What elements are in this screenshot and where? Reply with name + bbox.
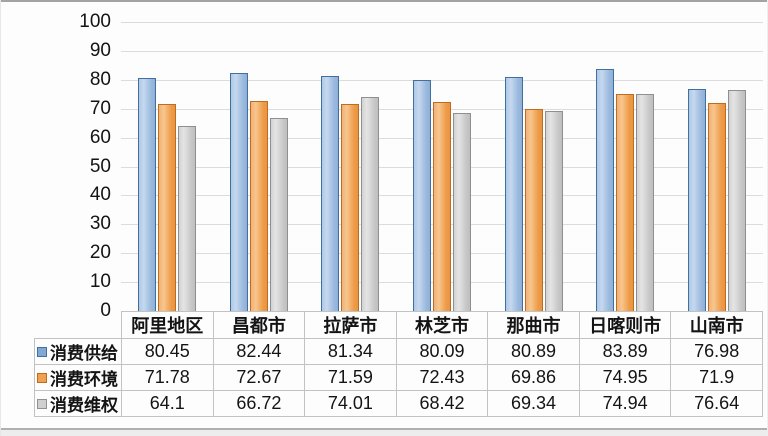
legend-label: 消费供给 (50, 344, 118, 363)
legend-swatch-icon (37, 372, 47, 383)
y-axis-tick-label: 40 (89, 184, 111, 206)
gridline (121, 79, 763, 81)
bar-series2-cat0 (177, 126, 196, 311)
bar-group (396, 22, 488, 311)
bar-group (488, 22, 580, 311)
table-header-cell: 日喀则市 (578, 311, 672, 339)
value-cell: 64.1 (121, 390, 214, 417)
y-axis-tick-label: 100 (79, 11, 111, 32)
y-axis-tick-label: 90 (89, 39, 111, 61)
bar-series0-cat0 (137, 78, 156, 311)
value-cell: 76.98 (670, 338, 763, 365)
y-axis-tick-label: 60 (89, 126, 111, 148)
table-row: 消费维权 64.1 66.72 74.01 68.42 69.34 74.94 76.64 (34, 390, 763, 417)
y-axis-tick-label: 10 (89, 271, 111, 293)
legend-swatch-icon (37, 346, 47, 357)
table-header-cell: 拉萨市 (304, 311, 397, 339)
bar-series1-cat0 (157, 104, 176, 311)
value-cell: 80.09 (395, 338, 489, 365)
table-header-cell: 那曲市 (487, 311, 580, 339)
table-row: 消费供给 80.45 82.44 81.34 80.09 80.89 83.89 76.98 (34, 338, 763, 365)
value-cell: 72.43 (395, 364, 489, 391)
y-axis-tick-label: 80 (89, 68, 111, 90)
legend-cell: 消费环境 (34, 364, 122, 391)
value-cell: 76.64 (670, 390, 763, 417)
value-cell: 83.89 (578, 338, 672, 365)
legend-cell: 消费维权 (34, 390, 122, 417)
y-axis-tick-label: 0 (100, 300, 111, 321)
gridline (121, 22, 763, 23)
value-cell: 82.44 (212, 338, 306, 365)
value-cell: 72.67 (212, 364, 306, 391)
legend-label: 消费维权 (50, 396, 118, 415)
data-table: 阿里地区 昌都市 拉萨市 林芝市 那曲市 日喀则市 山南市 消费供给 80.45 82.44 81… (34, 311, 763, 417)
bar-series2-cat4 (544, 111, 563, 311)
bar-series2-cat1 (269, 118, 288, 311)
y-axis-tick-label: 70 (89, 97, 111, 119)
bar-series1-cat2 (341, 104, 360, 311)
table-corner-cell (35, 312, 122, 339)
y-axis-tick-label: 50 (89, 155, 111, 177)
bar-series0-cat3 (413, 80, 432, 311)
bar-series1-cat3 (433, 102, 452, 311)
bar-series0-cat2 (321, 76, 340, 311)
bar-series2-cat3 (453, 113, 472, 311)
table-header-cell: 阿里地区 (121, 311, 214, 339)
value-cell: 69.34 (487, 390, 580, 417)
legend-cell: 消费供给 (34, 338, 122, 365)
value-cell: 71.59 (304, 364, 397, 391)
value-cell: 71.9 (670, 364, 763, 391)
bar-series2-cat6 (728, 90, 747, 311)
bar-group (121, 22, 213, 311)
top-border-line (1, 0, 767, 2)
legend-label: 消费环境 (50, 370, 118, 389)
bar-series0-cat1 (229, 73, 248, 311)
value-cell: 74.95 (578, 364, 672, 391)
bottom-border-line (1, 428, 767, 436)
y-axis-tick-label: 30 (89, 213, 111, 235)
bar-series0-cat5 (596, 69, 615, 311)
bar-series1-cat5 (616, 94, 635, 311)
value-cell: 68.42 (395, 390, 489, 417)
bar-group (580, 22, 672, 311)
plot-area (121, 22, 763, 311)
table-header-cell: 山南市 (670, 311, 763, 339)
bar-series2-cat5 (636, 94, 655, 311)
bar-group (304, 22, 396, 311)
table-header-cell: 昌都市 (212, 311, 306, 339)
table-row: 消费环境 71.78 72.67 71.59 72.43 69.86 74.95 71.9 (34, 364, 763, 391)
bar-series0-cat4 (504, 77, 523, 311)
bar-series0-cat6 (688, 89, 707, 311)
legend-swatch-icon (37, 398, 47, 409)
value-cell: 74.94 (578, 390, 672, 417)
value-cell: 80.89 (487, 338, 580, 365)
bar-series1-cat6 (708, 103, 727, 311)
value-cell: 81.34 (304, 338, 397, 365)
bar-group (671, 22, 763, 311)
value-cell: 71.78 (121, 364, 214, 391)
value-cell: 74.01 (304, 390, 397, 417)
value-cell: 69.86 (487, 364, 580, 391)
y-axis-tick-label: 20 (89, 242, 111, 264)
value-cell: 80.45 (121, 338, 214, 365)
table-header-cell: 林芝市 (395, 311, 489, 339)
value-cell: 66.72 (212, 390, 306, 417)
bar-group (213, 22, 305, 311)
bar-series2-cat2 (361, 97, 380, 311)
bar-series1-cat1 (249, 101, 268, 311)
gridline (121, 50, 763, 52)
bar-series1-cat4 (524, 109, 543, 311)
